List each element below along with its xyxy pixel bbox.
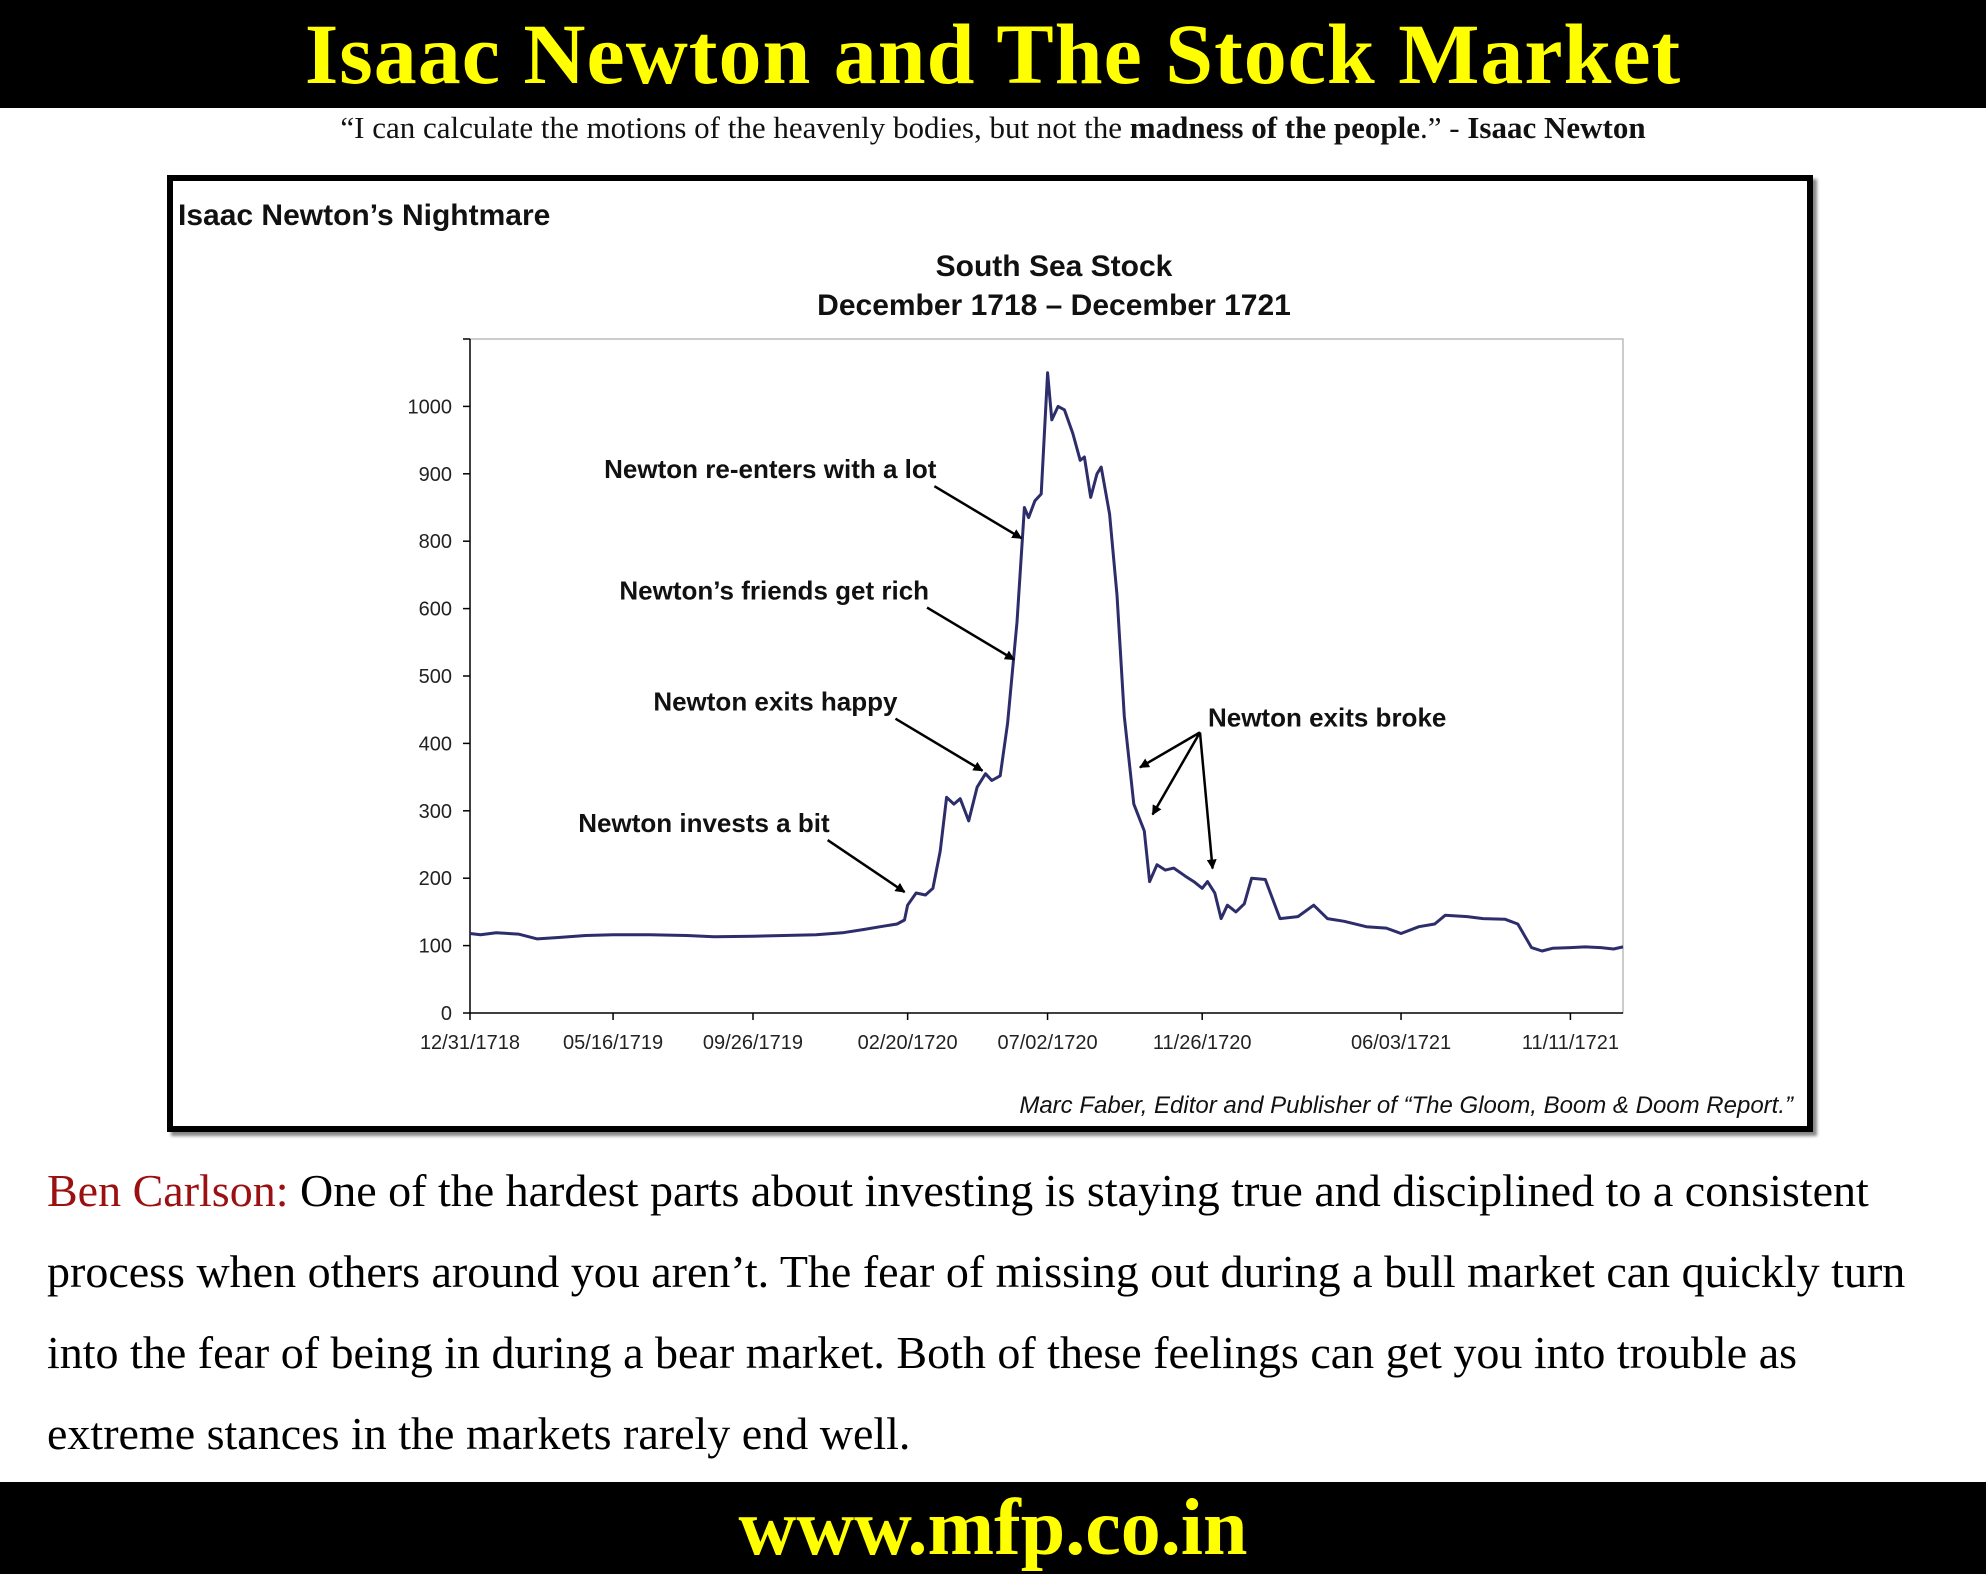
y-tick-label: 300: [419, 801, 452, 823]
y-tick-label: 500: [419, 666, 452, 688]
y-tick-label: 200: [419, 868, 452, 890]
annotation-arrow: [894, 717, 984, 772]
commentary-author: Ben Carlson:: [47, 1165, 289, 1216]
x-tick-label: 09/26/1719: [703, 1032, 803, 1054]
y-tick-label: 100: [419, 936, 452, 958]
y-tick-label: 0: [441, 1003, 452, 1025]
price-line: [469, 371, 1624, 953]
x-tick-label: 05/16/1719: [563, 1032, 663, 1054]
footer-banner: www.mfp.co.in: [0, 1482, 1986, 1574]
y-tick-label: 800: [419, 531, 452, 553]
footer-url[interactable]: www.mfp.co.in: [738, 1484, 1248, 1572]
y-tick-label: 600: [419, 599, 452, 621]
commentary-text: One of the hardest parts about investing…: [47, 1165, 1906, 1459]
x-tick-label: 02/20/1720: [858, 1032, 958, 1054]
chart-title: South Sea Stock: [936, 250, 1173, 283]
annotation-label: Newton exits broke: [1208, 702, 1446, 732]
panel-title: Isaac Newton’s Nightmare: [178, 199, 550, 232]
quote-text: “I can calculate the motions of the heav…: [340, 110, 1130, 145]
x-tick-label: 11/11/1721: [1522, 1032, 1619, 1054]
quote-close: .” -: [1420, 110, 1468, 145]
y-tick-label: 900: [419, 464, 452, 486]
newton-quote: “I can calculate the motions of the heav…: [0, 110, 1986, 146]
x-tick-label: 12/31/1718: [420, 1032, 520, 1054]
annotation-label: Newton’s friends get rich: [619, 576, 929, 606]
annotation-label: Newton exits happy: [653, 687, 898, 717]
annotation-arrow: [933, 485, 1023, 540]
south-sea-chart: Isaac Newton’s Nightmare South Sea Stock…: [178, 199, 1794, 1119]
annotation-label: Newton re-enters with a lot: [604, 454, 937, 484]
page-title: Isaac Newton and The Stock Market: [304, 6, 1682, 102]
annotation-arrow: [1198, 732, 1217, 870]
quote-emphasis: madness of the people: [1129, 110, 1420, 145]
quote-author: Isaac Newton: [1467, 110, 1646, 145]
chart-subtitle: December 1718 – December 1721: [817, 289, 1291, 322]
source-credit: Marc Faber, Editor and Publisher of “The…: [1019, 1092, 1794, 1119]
annotation-arrow: [1151, 731, 1202, 816]
y-tick-label: 400: [419, 733, 452, 755]
commentary: Ben Carlson: One of the hardest parts ab…: [47, 1150, 1947, 1474]
annotation-arrow: [826, 839, 906, 894]
annotation-arrow: [1139, 731, 1201, 769]
x-tick-label: 07/02/1720: [997, 1032, 1097, 1054]
plot-area: [469, 338, 1624, 1014]
annotation-label: Newton invests a bit: [578, 808, 830, 838]
chart-frame: Isaac Newton’s Nightmare South Sea Stock…: [167, 175, 1813, 1132]
x-tick-label: 06/03/1721: [1351, 1032, 1451, 1054]
annotation-arrow: [926, 606, 1015, 661]
y-tick-label: 1000: [408, 396, 453, 418]
title-banner: Isaac Newton and The Stock Market: [0, 0, 1986, 108]
x-tick-label: 11/26/1720: [1153, 1032, 1252, 1054]
